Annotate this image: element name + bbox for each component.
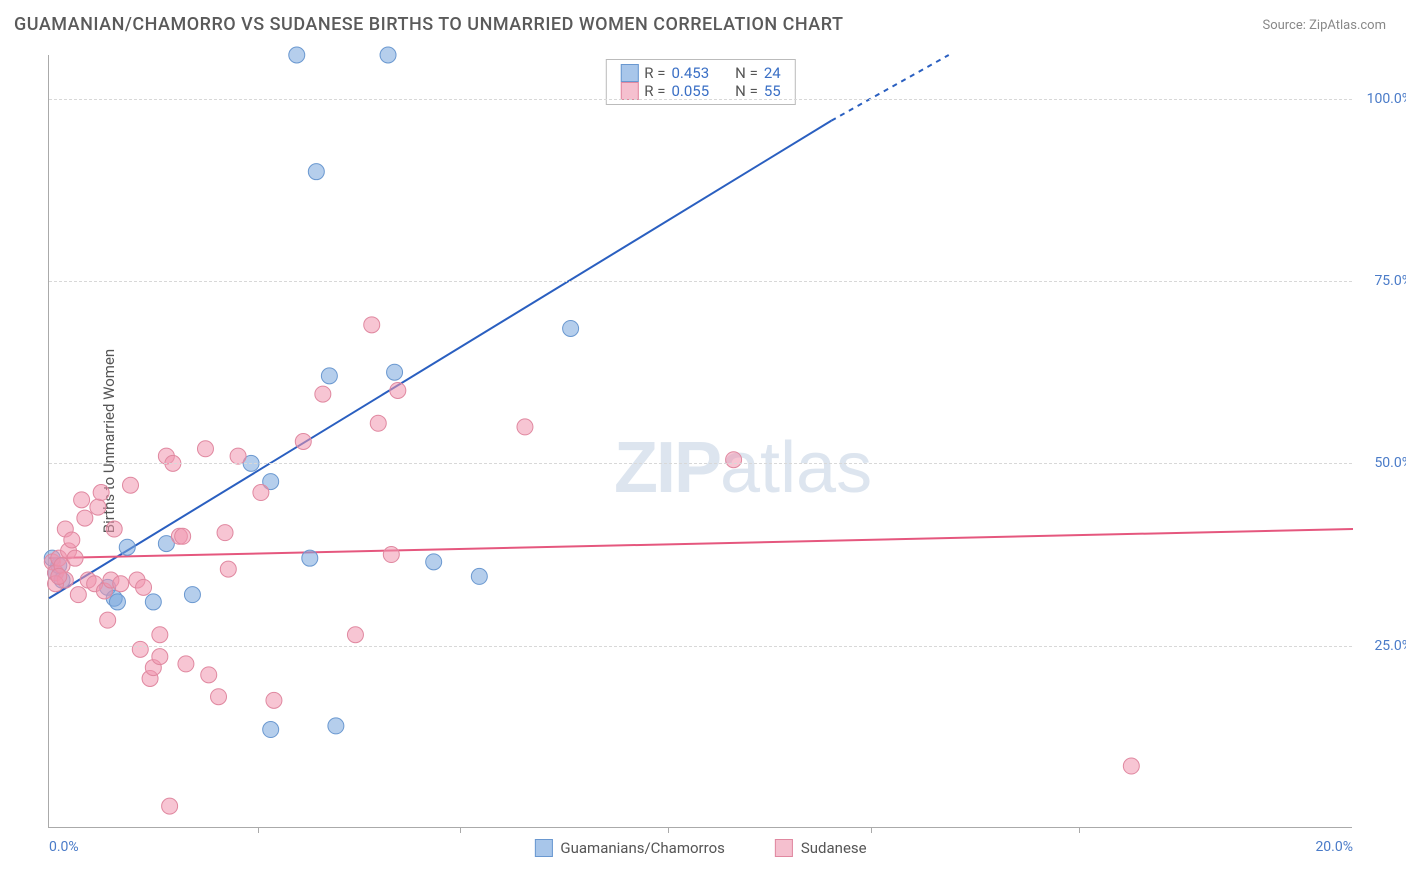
r-value-2: 0.055 <box>671 82 709 100</box>
chart-plot-area: ZIPatlas Births to Unmarried Women R = 0… <box>48 55 1352 828</box>
data-point <box>563 320 579 336</box>
data-point <box>109 594 125 610</box>
data-point <box>64 532 80 548</box>
x-tick <box>460 827 461 833</box>
x-tick <box>1079 827 1080 833</box>
data-point <box>152 649 168 665</box>
data-point <box>162 798 178 814</box>
data-point <box>308 164 324 180</box>
r-label: R = <box>644 82 665 100</box>
data-point <box>197 441 213 457</box>
data-point <box>230 448 246 464</box>
data-point <box>370 415 386 431</box>
gridline <box>49 99 1352 100</box>
chart-title: GUAMANIAN/CHAMORRO VS SUDANESE BIRTHS TO… <box>14 14 843 35</box>
y-tick-label: 75.0% <box>1362 273 1406 289</box>
data-point <box>136 579 152 595</box>
data-point <box>390 382 406 398</box>
data-point <box>90 499 106 515</box>
data-point <box>289 47 305 63</box>
r-value-1: 0.453 <box>671 64 709 82</box>
data-point <box>266 692 282 708</box>
gridline <box>49 463 1352 464</box>
data-point <box>119 539 135 555</box>
data-point <box>328 718 344 734</box>
data-point <box>364 317 380 333</box>
data-point <box>383 547 399 563</box>
data-point <box>387 364 403 380</box>
data-point <box>380 47 396 63</box>
x-tick <box>871 827 872 833</box>
data-point <box>51 568 67 584</box>
data-point <box>178 656 194 672</box>
n-label: N = <box>735 82 758 100</box>
swatch-sudanese-icon <box>775 839 793 857</box>
swatch-guamanian-icon <box>620 64 638 82</box>
data-point <box>100 612 116 628</box>
n-value-2: 55 <box>764 82 781 100</box>
correlation-row-1: R = 0.453 N = 24 <box>620 64 780 82</box>
r-label: R = <box>644 64 665 82</box>
gridline <box>49 646 1352 647</box>
data-point <box>220 561 236 577</box>
data-point <box>77 510 93 526</box>
data-point <box>67 550 83 566</box>
n-label: N = <box>735 64 758 82</box>
data-point <box>517 419 533 435</box>
series-legend: Guamanians/Chamorros Sudanese <box>534 839 866 857</box>
data-point <box>106 521 122 537</box>
y-tick-label: 50.0% <box>1362 455 1406 471</box>
data-point <box>253 485 269 501</box>
data-point <box>74 492 90 508</box>
data-point <box>426 554 442 570</box>
legend-label: Sudanese <box>801 839 867 857</box>
data-point <box>70 587 86 603</box>
swatch-guamanian-icon <box>534 839 552 857</box>
data-point <box>184 587 200 603</box>
data-point <box>302 550 318 566</box>
x-tick <box>668 827 669 833</box>
data-point <box>726 452 742 468</box>
data-point <box>123 477 139 493</box>
data-point <box>217 525 233 541</box>
legend-item-sudanese: Sudanese <box>775 839 867 857</box>
x-tick-label: 0.0% <box>49 839 79 855</box>
gridline <box>49 281 1352 282</box>
data-point <box>175 528 191 544</box>
correlation-row-2: R = 0.055 N = 55 <box>620 82 780 100</box>
data-point <box>321 368 337 384</box>
trendline <box>49 121 831 599</box>
data-point <box>132 641 148 657</box>
data-point <box>347 627 363 643</box>
data-point <box>152 627 168 643</box>
y-tick-label: 25.0% <box>1362 638 1406 654</box>
data-point <box>93 485 109 501</box>
data-point <box>471 568 487 584</box>
data-point <box>113 576 129 592</box>
plot-svg <box>49 55 1352 827</box>
source-attribution: Source: ZipAtlas.com <box>1262 18 1386 33</box>
data-point <box>315 386 331 402</box>
data-point <box>145 594 161 610</box>
legend-item-guamanian: Guamanians/Chamorros <box>534 839 724 857</box>
x-tick-label: 20.0% <box>1315 839 1353 855</box>
n-value-1: 24 <box>764 64 781 82</box>
data-point <box>1123 758 1139 774</box>
trendline-dashed <box>831 55 948 121</box>
data-point <box>201 667 217 683</box>
swatch-sudanese-icon <box>620 82 638 100</box>
data-point <box>295 434 311 450</box>
x-tick <box>258 827 259 833</box>
data-point <box>263 722 279 738</box>
legend-label: Guamanians/Chamorros <box>560 839 724 857</box>
data-point <box>211 689 227 705</box>
y-tick-label: 100.0% <box>1362 91 1406 107</box>
trendline <box>49 529 1353 558</box>
